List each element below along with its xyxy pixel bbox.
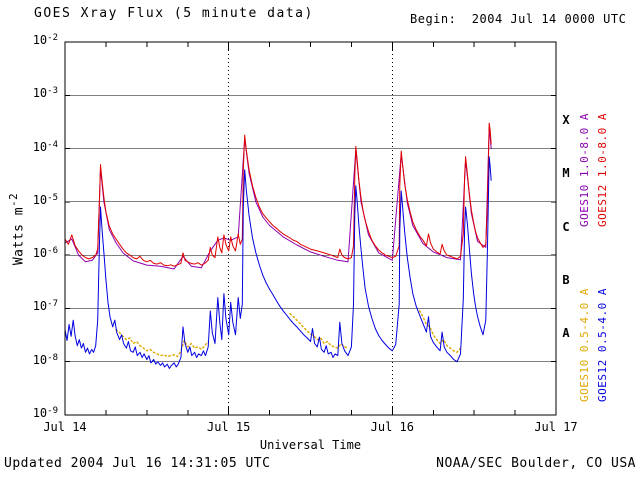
y-tick-label: 10-7: [32, 299, 58, 314]
y-tick-label: 10-8: [32, 352, 58, 367]
flare-class-label: C: [562, 219, 570, 234]
y-tick-label: 10-5: [32, 192, 58, 207]
x-tick-label: Jul 16: [370, 420, 414, 434]
y-tick-label: 10-3: [32, 86, 58, 101]
y-tick-label: 10-2: [32, 33, 58, 47]
x-tick-label: Jul 17: [534, 420, 578, 434]
y-axis-rotated-title: Watts m-2: [7, 192, 27, 266]
y-tick-label: 10-9: [32, 406, 58, 420]
legend-label: GOES12 1.0-8.0 A: [596, 113, 609, 227]
begin-timestamp: Begin: 2004 Jul 14 0000 UTC: [410, 12, 627, 26]
credit-text: NOAA/SEC Boulder, CO USA: [436, 456, 636, 471]
legend-label: GOES10 1.0-8.0 A: [578, 113, 591, 227]
x-axis-title: Universal Time: [259, 438, 362, 452]
flare-class-label: A: [562, 326, 570, 341]
legend-label: GOES10 0.5-4.0 A: [578, 288, 591, 402]
flare-class-label: B: [562, 272, 570, 287]
x-tick-label: Jul 14: [43, 420, 87, 434]
flare-class-label: M: [562, 166, 570, 181]
chart-title: GOES Xray Flux (5 minute data): [34, 6, 314, 21]
legend-label: GOES12 0.5-4.0 A: [596, 288, 609, 402]
flare-class-label: X: [562, 112, 570, 127]
x-tick-label: Jul 15: [206, 420, 251, 434]
y-tick-label: 10-6: [32, 246, 58, 261]
updated-timestamp: Updated 2004 Jul 16 14:31:05 UTC: [4, 456, 271, 471]
y-tick-label: 10-4: [32, 139, 58, 154]
